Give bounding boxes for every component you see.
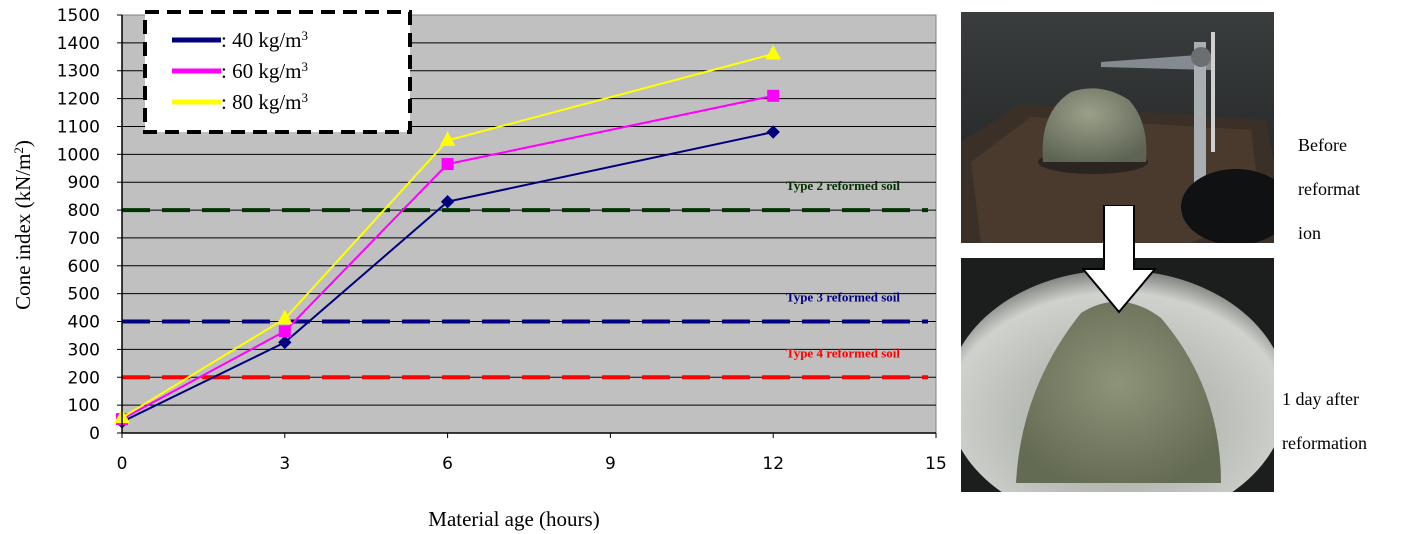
after-caption: 1 day after reformation [1282, 377, 1367, 465]
before-caption: Before reformat ion [1298, 123, 1360, 255]
reference-line-label: Type 3 reformed soil [786, 290, 900, 305]
before-caption-line: ion [1298, 223, 1322, 243]
x-tick-label: 3 [279, 454, 290, 474]
legend-label: : 40 kg/m3 [221, 28, 308, 53]
reference-line-label: Type 2 reformed soil [786, 178, 900, 193]
series-line [121, 53, 774, 419]
y-tick-label: 700 [68, 229, 100, 249]
y-tick-label: 0 [89, 424, 100, 444]
reference-line-label: Type 4 reformed soil [786, 345, 900, 360]
before-caption-line: reformat [1298, 179, 1360, 199]
x-axis-title: Material age (hours) [428, 507, 599, 531]
y-tick-label: 100 [68, 396, 100, 416]
after-caption-line: reformation [1282, 433, 1367, 453]
y-tick-label: 500 [68, 285, 100, 305]
y-tick-label: 1200 [57, 90, 100, 110]
data-point [767, 89, 780, 102]
data-point [439, 131, 456, 146]
data-point [276, 309, 293, 325]
y-tick-label: 1000 [57, 145, 100, 165]
y-axis-title: Cone index (kN/m2) [11, 140, 36, 310]
data-series [114, 44, 782, 429]
data-point [766, 125, 780, 139]
series-line [121, 131, 774, 423]
before-caption-line: Before [1298, 135, 1347, 155]
legend-label: : 60 kg/m3 [221, 59, 308, 84]
x-tick-label: 0 [117, 454, 128, 474]
legend: : 40 kg/m3 : 60 kg/m3 : 80 kg/m3 [143, 10, 412, 134]
y-tick-label: 1300 [57, 62, 100, 82]
y-tick-label: 1500 [57, 6, 100, 26]
x-tick-label: 12 [762, 454, 784, 474]
after-caption-line: 1 day after [1282, 389, 1359, 409]
cone-index-chart: Type 2 reformed soil Type 3 reformed soil… [11, 6, 947, 531]
y-tick-label: 1400 [57, 34, 100, 54]
y-tick-label: 400 [68, 313, 100, 333]
y-tick-label: 1100 [57, 117, 100, 137]
y-tick-label: 300 [68, 340, 100, 360]
y-tick-label: 800 [68, 201, 100, 221]
x-tick-label: 9 [605, 454, 616, 474]
x-tick-label: 6 [442, 454, 453, 474]
legend-label: : 80 kg/m3 [221, 90, 308, 115]
down-arrow-icon [1082, 205, 1156, 314]
y-tick-label: 600 [68, 257, 100, 277]
y-tick-label: 200 [68, 368, 100, 388]
data-point [765, 44, 782, 60]
series-line [121, 94, 774, 420]
data-point [278, 335, 292, 350]
reference-lines: Type 2 reformed soil Type 3 reformed soil… [122, 178, 928, 380]
axes: 0 100 200 300 400 500 600 700 800 900 1000 1100 1200… [57, 6, 947, 474]
data-point [440, 194, 455, 209]
data-point [278, 325, 291, 338]
y-tick-label: 900 [68, 173, 100, 193]
x-tick-label: 15 [925, 454, 947, 474]
data-point [441, 158, 454, 171]
